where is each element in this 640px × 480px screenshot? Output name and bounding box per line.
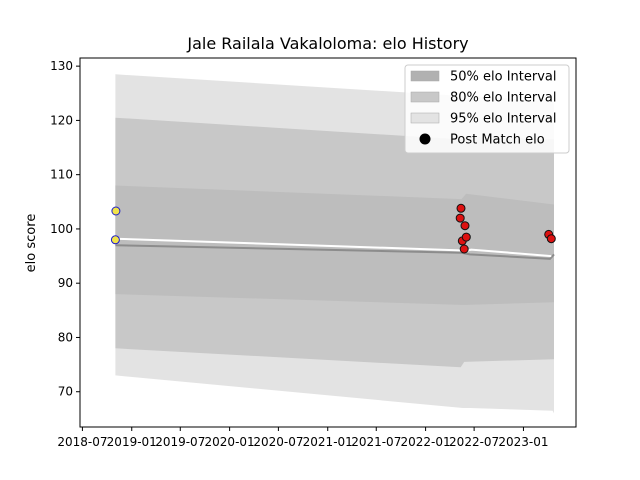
post-match-point	[111, 206, 121, 216]
x-tick-label: 2020-01	[205, 435, 255, 449]
post-match-point	[546, 234, 556, 244]
chart-title: Jale Railala Vakaloloma: elo History	[186, 34, 468, 53]
post-match-point	[461, 232, 471, 242]
x-tick-label: 2022-07	[449, 435, 499, 449]
legend-swatch	[410, 70, 440, 82]
legend-label: 95% elo Interval	[450, 112, 557, 127]
y-tick-label: 100	[50, 222, 73, 236]
post-match-point	[459, 244, 469, 254]
legend-swatch	[410, 91, 440, 103]
x-tick-label: 2019-01	[107, 435, 157, 449]
x-tick-label: 2020-07	[253, 435, 303, 449]
y-axis-label: elo score	[24, 214, 39, 273]
y-tick-label: 120	[50, 113, 73, 127]
legend-label: 80% elo Interval	[450, 91, 557, 106]
y-tick-label: 80	[58, 330, 73, 344]
line-elo-line	[115, 237, 552, 258]
plot-area	[110, 74, 556, 414]
x-tick-label: 2019-07	[155, 435, 205, 449]
x-tick-label: 2023-01	[498, 435, 548, 449]
line-mean	[115, 244, 555, 260]
y-tick-label: 90	[58, 276, 73, 290]
legend-frame	[404, 64, 570, 154]
elo-lines	[115, 237, 555, 260]
y-tick-label: 110	[50, 168, 73, 182]
legend-label: 50% elo Interval	[450, 70, 557, 85]
legend: 50% elo Interval 80% elo Interval 95% elo …	[404, 64, 570, 154]
x-tick-label: 2018-07	[57, 435, 107, 449]
x-tick-label: 2022-01	[401, 435, 451, 449]
y-tick-label: 70	[58, 385, 73, 399]
legend-marker	[419, 133, 431, 145]
post-match-point	[460, 221, 470, 231]
y-tick-label: 130	[50, 59, 73, 73]
legend-swatch	[410, 112, 440, 124]
post-match-point	[456, 203, 466, 213]
post-match-points	[110, 203, 556, 254]
x-tick-label: 2021-01	[303, 435, 353, 449]
x-tick-label: 2021-07	[351, 435, 401, 449]
y-axis: 70 80 90 100 110 120 130	[50, 59, 80, 399]
confidence-bands	[115, 74, 555, 414]
post-match-point	[110, 235, 120, 245]
post-match-point	[455, 213, 465, 223]
legend-label: Post Match elo	[450, 133, 545, 148]
